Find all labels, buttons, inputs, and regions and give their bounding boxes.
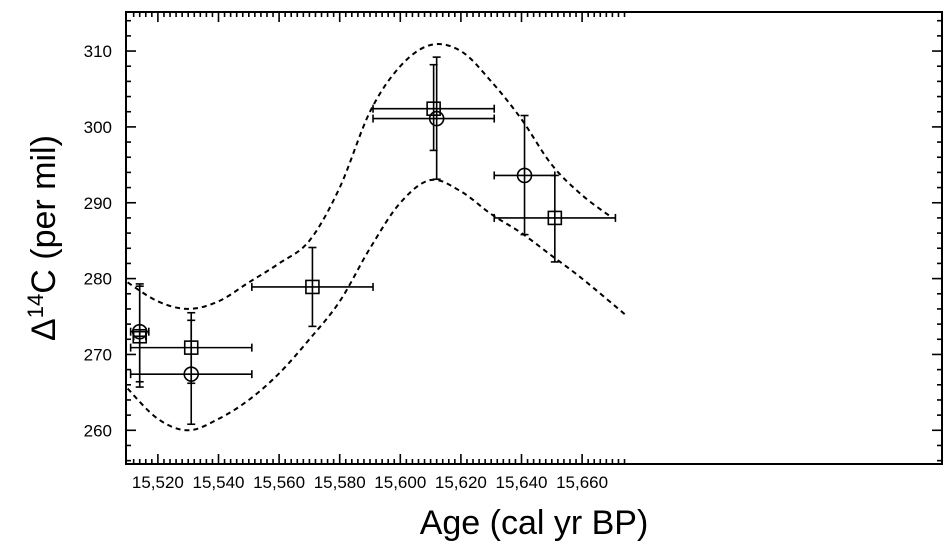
circle-marker <box>428 110 445 127</box>
y-tick-label: 300 <box>84 118 112 137</box>
square-marker <box>426 101 441 116</box>
envelope-group <box>126 43 629 432</box>
x-tick-label: 15,520 <box>132 473 184 492</box>
x-tick-label: 15,580 <box>314 473 366 492</box>
x-tick-label: 15,600 <box>374 473 426 492</box>
data-point-circle <box>129 319 253 426</box>
data-point-circle <box>493 114 556 236</box>
envelope-lower <box>126 178 629 432</box>
x-tick-label: 15,640 <box>496 473 548 492</box>
tick-label-group: 15,520 15,540 15,560 15,580 15,600 15,620 15,6… <box>84 42 608 492</box>
x-axis-title: Age (cal yr BP) <box>420 504 649 542</box>
y-tick-label: 260 <box>84 421 112 440</box>
y-axis-title-suffix: C (per mil) <box>25 135 63 294</box>
data-point-square <box>493 174 617 263</box>
envelope-upper <box>127 43 613 310</box>
data-point-circle <box>372 56 496 181</box>
circle-marker <box>183 366 200 382</box>
x-tick-label: 15,540 <box>193 473 245 492</box>
y-tick-label: 270 <box>84 345 112 364</box>
y-tick-label: 280 <box>84 270 112 289</box>
square-marker <box>305 279 320 295</box>
plot-frame <box>125 11 943 465</box>
data-point-group <box>129 56 617 426</box>
x-tick-label: 15,620 <box>435 473 487 492</box>
tick-group <box>126 12 942 464</box>
y-axis-title: Δ14C (per mil) <box>23 135 63 341</box>
y-tick-label: 310 <box>84 42 112 61</box>
circle-marker <box>131 323 148 340</box>
square-marker <box>547 210 563 226</box>
y-axis-title-prefix: Δ <box>25 318 63 341</box>
x-tick-label: 15,560 <box>253 473 305 492</box>
data-point-square <box>251 246 374 328</box>
x-tick-label: 15,660 <box>556 473 608 492</box>
circle-marker <box>516 167 533 184</box>
y-axis-title-superscript: 14 <box>23 294 48 318</box>
y-tick-label: 290 <box>84 194 112 213</box>
data-point-circle <box>129 283 150 383</box>
